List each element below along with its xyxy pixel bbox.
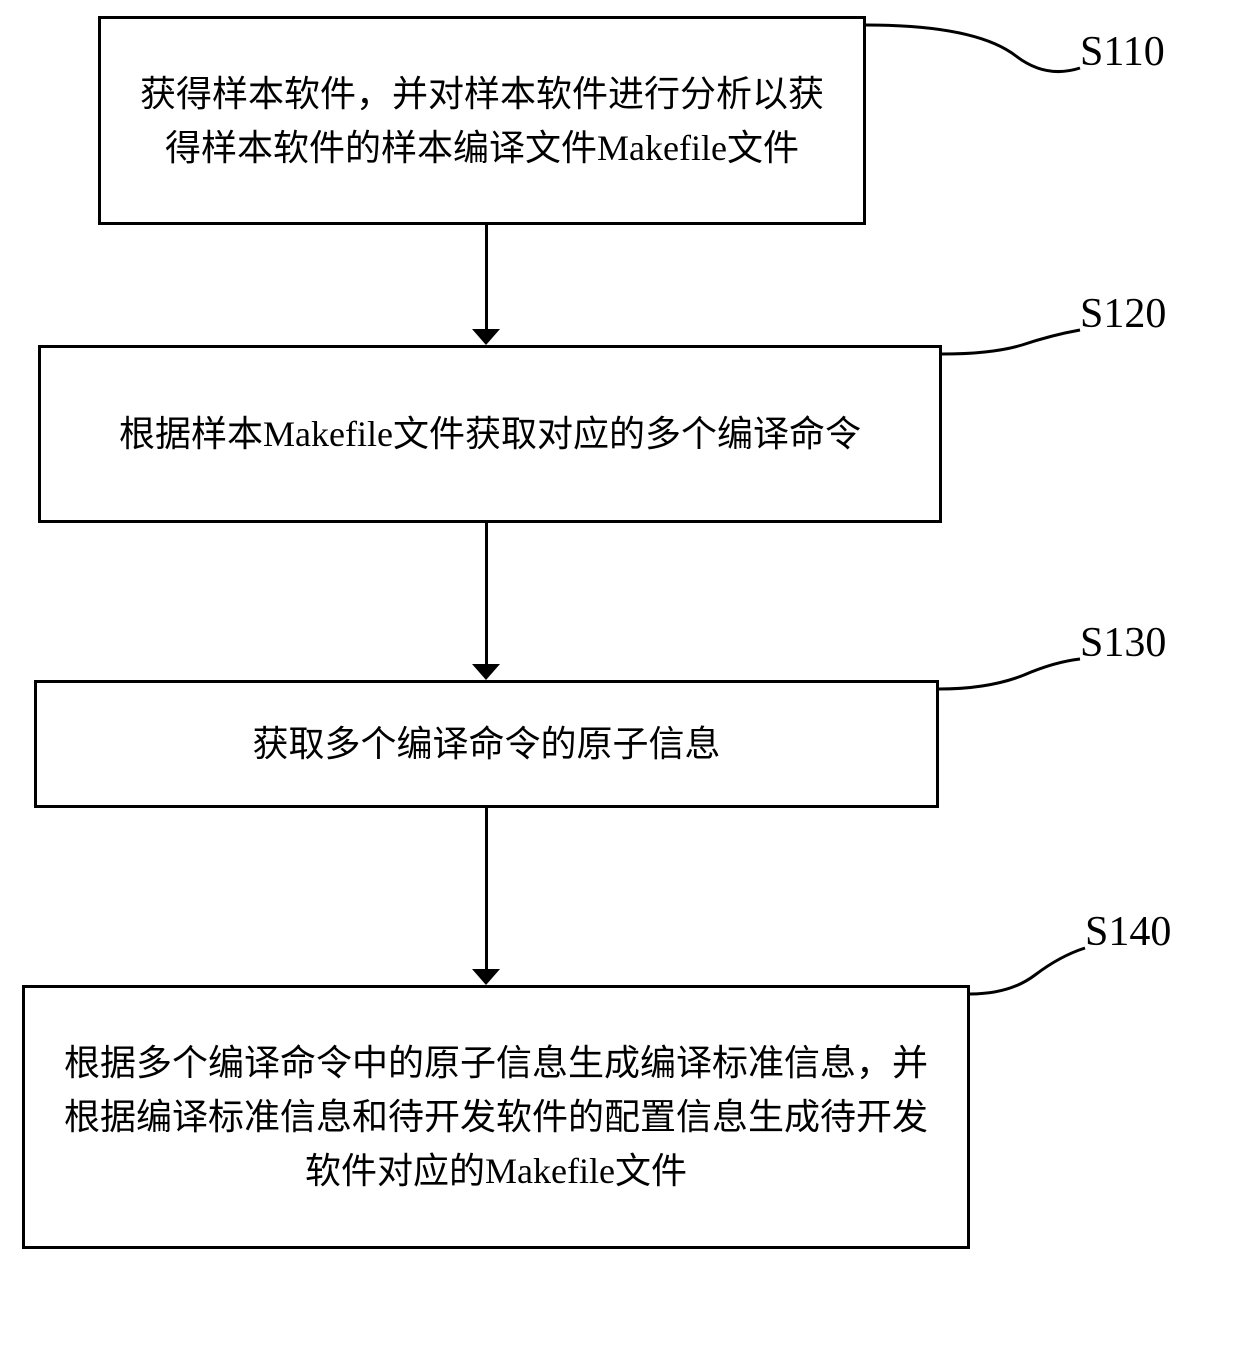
box-text-s140: 根据多个编译命令中的原子信息生成编译标准信息，并根据编译标准信息和待开发软件的配…	[55, 1036, 937, 1198]
flowchart-box-s120: 根据样本Makefile文件获取对应的多个编译命令	[38, 345, 942, 523]
flowchart-container: 获得样本软件，并对样本软件进行分析以获得样本软件的样本编译文件Makefile文…	[0, 0, 1240, 1345]
label-s120: S120	[1080, 290, 1166, 338]
flowchart-box-s130: 获取多个编译命令的原子信息	[34, 680, 939, 808]
box-text-s120: 根据样本Makefile文件获取对应的多个编译命令	[119, 407, 861, 461]
arrow-head-3	[472, 969, 500, 985]
arrow-line-3	[485, 808, 488, 969]
label-s130: S130	[1080, 619, 1166, 667]
box-text-s110: 获得样本软件，并对样本软件进行分析以获得样本软件的样本编译文件Makefile文…	[131, 67, 833, 175]
box-text-s130: 获取多个编译命令的原子信息	[252, 717, 720, 771]
connector-s130	[939, 650, 1080, 720]
connector-s110	[866, 16, 1080, 116]
flowchart-box-s110: 获得样本软件，并对样本软件进行分析以获得样本软件的样本编译文件Makefile文…	[98, 16, 866, 225]
arrow-line-1	[485, 225, 488, 329]
arrow-head-2	[472, 664, 500, 680]
connector-s120	[942, 320, 1080, 390]
arrow-head-1	[472, 329, 500, 345]
label-s110: S110	[1080, 28, 1165, 76]
flowchart-box-s140: 根据多个编译命令中的原子信息生成编译标准信息，并根据编译标准信息和待开发软件的配…	[22, 985, 970, 1249]
arrow-line-2	[485, 523, 488, 664]
label-s140: S140	[1085, 908, 1171, 956]
connector-s140	[970, 940, 1085, 1020]
